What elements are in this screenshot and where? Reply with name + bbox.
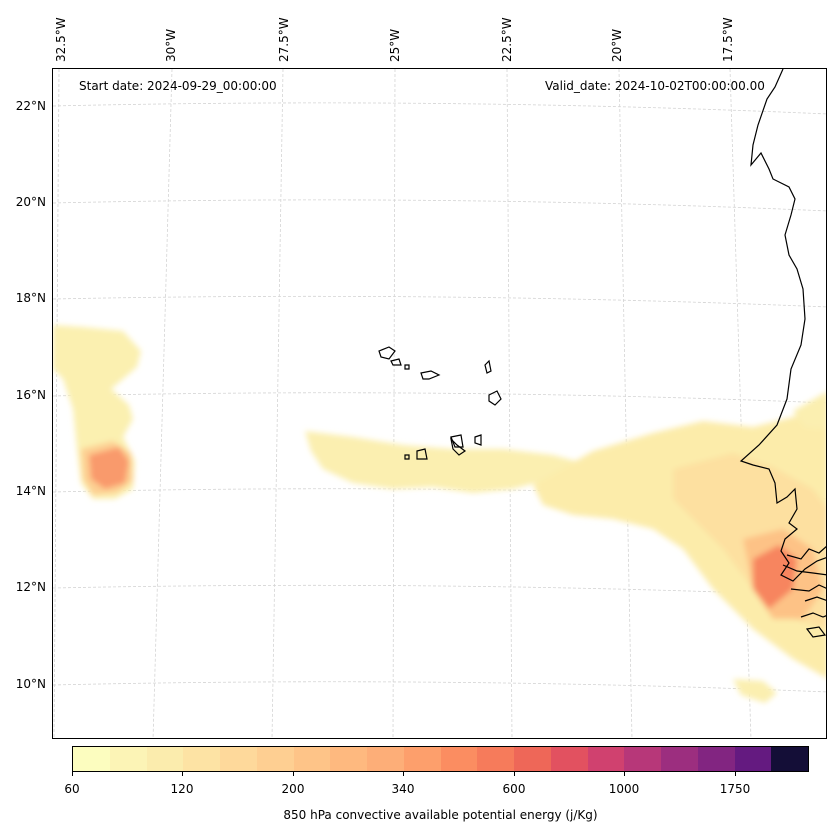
- latitude-label: 12°N: [15, 580, 46, 594]
- meridian: [506, 69, 513, 738]
- parallel: [53, 392, 826, 404]
- coastlines: [739, 69, 826, 638]
- parallel: [53, 488, 826, 500]
- colorbar-swatch: [293, 747, 331, 771]
- colorbar-swatch: [697, 747, 735, 771]
- meridian: [729, 69, 752, 738]
- colorbar-tick-mark: [735, 772, 736, 776]
- latitude-label: 16°N: [15, 388, 46, 402]
- latitude-label: 14°N: [15, 484, 46, 498]
- meridian: [392, 69, 396, 738]
- longitude-label: 20°W: [610, 28, 624, 62]
- colorbar-swatch: [440, 747, 478, 771]
- start-date-label: Start date: 2024-09-29_00:00:00: [79, 79, 277, 93]
- cape-field: [53, 325, 826, 703]
- colorbar-swatch: [403, 747, 441, 771]
- valid-date-label: Valid_date: 2024-10-02T00:00:00.00: [545, 79, 765, 93]
- colorbar-swatch: [73, 747, 110, 771]
- colorbar-tick-label: 600: [502, 782, 526, 796]
- colorbar-swatch: [734, 747, 772, 771]
- colorbar-tick-label: 120: [170, 782, 194, 796]
- longitude-label: 27.5°W: [277, 17, 291, 62]
- island: [420, 370, 441, 380]
- colorbar-swatch: [220, 747, 257, 771]
- meridian: [152, 69, 173, 738]
- colorbar-swatch: [330, 747, 367, 771]
- colorbar-swatch: [183, 747, 220, 771]
- colorbar-tick-mark: [514, 772, 515, 776]
- map-canvas[interactable]: [53, 69, 827, 739]
- island: [404, 364, 410, 370]
- island: [450, 434, 464, 448]
- coast-detail: [790, 584, 826, 592]
- longitude-label: 22.5°W: [500, 17, 514, 62]
- meridian: [271, 69, 284, 738]
- island: [404, 454, 410, 460]
- latitude-label: 10°N: [15, 677, 46, 691]
- colorbar-swatch: [256, 747, 294, 771]
- cape-region-central: [305, 431, 583, 493]
- cape-region-ne: [793, 392, 826, 429]
- island: [484, 359, 492, 374]
- colorbar: [72, 746, 809, 772]
- colorbar-tick-mark: [72, 772, 73, 776]
- coast-detail: [786, 545, 826, 560]
- parallel: [53, 102, 826, 115]
- colorbar-tick-label: 60: [64, 782, 80, 796]
- colorbar-swatch: [514, 747, 551, 771]
- cape-region-east-max: [753, 545, 797, 609]
- latitude-label: 20°N: [15, 195, 46, 209]
- colorbar-swatch: [661, 747, 698, 771]
- parallel: [53, 681, 826, 693]
- parallel: [53, 199, 826, 212]
- longitude-label: 32.5°W: [54, 17, 68, 62]
- colorbar-swatch: [477, 747, 514, 771]
- island: [378, 346, 396, 360]
- cape-verde-islands: [378, 346, 502, 460]
- coast-detail: [804, 596, 826, 602]
- meridian: [618, 69, 633, 738]
- island: [390, 358, 402, 366]
- colorbar-swatch: [146, 747, 184, 771]
- colorbar-tick-mark: [624, 772, 625, 776]
- latitude-label: 18°N: [15, 291, 46, 305]
- longitude-label: 30°W: [164, 28, 178, 62]
- island: [488, 390, 502, 406]
- colorbar-tick-label: 340: [391, 782, 415, 796]
- longitude-label: 25°W: [388, 28, 402, 62]
- island: [474, 434, 482, 446]
- longitude-label: 17.5°W: [721, 17, 735, 62]
- cape-region-south: [733, 679, 777, 703]
- colorbar-tick-mark: [403, 772, 404, 776]
- parallel: [53, 584, 826, 597]
- colorbar-tick-label: 200: [281, 782, 305, 796]
- island: [416, 448, 428, 460]
- colorbar-swatch: [367, 747, 404, 771]
- africa-coastline: [739, 69, 826, 582]
- graticule: [53, 69, 826, 738]
- coast-detail: [800, 612, 826, 618]
- meridian: [53, 69, 60, 738]
- colorbar-tick-label: 1750: [719, 782, 751, 796]
- map-panel[interactable]: Start date: 2024-09-29_00:00:00 Valid_da…: [52, 68, 827, 739]
- colorbar-swatch: [587, 747, 625, 771]
- colorbar-tick-mark: [293, 772, 294, 776]
- colorbar-swatch: [771, 747, 808, 771]
- coast-detail: [805, 626, 826, 638]
- colorbar-tick-label: 1000: [608, 782, 640, 796]
- colorbar-swatch: [624, 747, 661, 771]
- island: [450, 437, 467, 456]
- colorbar-swatch: [550, 747, 588, 771]
- colorbar-swatch: [109, 747, 147, 771]
- colorbar-tick-mark: [182, 772, 183, 776]
- parallel: [53, 295, 826, 308]
- latitude-label: 22°N: [15, 99, 46, 113]
- coast-detail: [782, 564, 826, 576]
- cape-region-west-max: [89, 447, 129, 489]
- colorbar-label: 850 hPa convective available potential e…: [283, 808, 598, 822]
